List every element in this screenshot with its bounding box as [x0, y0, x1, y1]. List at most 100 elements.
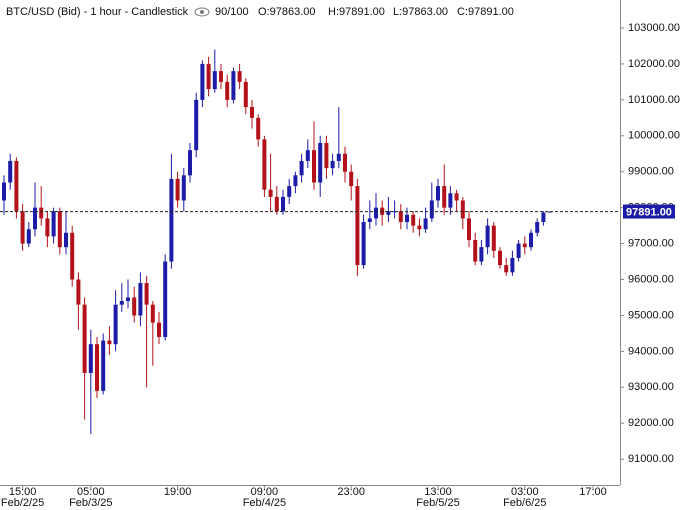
- y-tick-label: 99000.00: [628, 166, 674, 178]
- candle-body: [262, 139, 267, 190]
- candle-body: [51, 211, 56, 237]
- candle-body: [132, 297, 137, 316]
- x-tick-label: 23:00: [337, 486, 365, 498]
- candle-body: [256, 117, 261, 140]
- candle-body: [374, 207, 378, 219]
- y-tick-label: 92000.00: [628, 417, 674, 429]
- candle-body: [225, 81, 230, 100]
- candle-body: [324, 142, 329, 169]
- x-date-label: Feb/4/25: [243, 497, 286, 509]
- candle-body: [349, 171, 354, 187]
- x-date-label: Feb/3/25: [69, 497, 112, 509]
- candle-body: [39, 207, 44, 219]
- candle-body: [287, 186, 292, 197]
- x-tick-label: 03:00: [511, 486, 539, 498]
- candle-body: [454, 193, 459, 201]
- candle-body: [392, 211, 397, 213]
- candle-count: 90/100: [215, 6, 249, 18]
- candle-body: [82, 304, 87, 373]
- candle-body: [212, 71, 217, 90]
- ohlc-close: C:97891.00: [457, 6, 514, 18]
- candle-body: [88, 344, 93, 373]
- candle-body: [460, 200, 465, 219]
- candle-body: [467, 218, 471, 240]
- candle-body: [336, 153, 341, 161]
- candle-body: [219, 71, 223, 82]
- candle-body: [442, 186, 447, 208]
- x-tick-label: 09:00: [251, 486, 279, 498]
- candle-body: [64, 232, 68, 248]
- candle-body: [405, 214, 409, 223]
- y-tick-label: 102000.00: [628, 58, 680, 70]
- y-tick-label: 100000.00: [628, 130, 680, 142]
- candle-body: [45, 218, 50, 237]
- candle-body: [150, 304, 155, 323]
- candle-body: [510, 257, 515, 273]
- candle-body: [237, 71, 242, 82]
- candle-body: [101, 340, 106, 391]
- x-date-label: Feb/6/25: [503, 497, 546, 509]
- last-price-label: 97891.00: [626, 206, 672, 218]
- candle-body: [200, 63, 205, 100]
- y-tick-label: 94000.00: [628, 345, 674, 357]
- candle-body: [479, 247, 484, 262]
- y-tick-label: 101000.00: [628, 94, 680, 106]
- candle-body: [423, 218, 428, 230]
- y-tick-label: 95000.00: [628, 309, 674, 321]
- candle-body: [411, 214, 416, 226]
- candle-body: [330, 160, 335, 169]
- x-tick-label: 19:00: [164, 486, 192, 498]
- candle-body: [473, 239, 478, 262]
- candle-body: [231, 71, 236, 100]
- candle-body: [243, 81, 248, 108]
- candle-body: [163, 261, 168, 337]
- candle-body: [355, 186, 360, 266]
- candle-body: [343, 153, 347, 172]
- eye-outline: [194, 7, 210, 17]
- x-tick-label: 13:00: [424, 486, 452, 498]
- candle-body: [144, 283, 149, 305]
- candle-body: [206, 63, 211, 90]
- candle-body: [76, 279, 81, 305]
- candle-body: [318, 142, 323, 183]
- candle-body: [281, 196, 285, 212]
- candle-body: [361, 222, 366, 266]
- candle-body: [398, 211, 403, 223]
- candle-body: [20, 211, 25, 244]
- x-tick-label: 05:00: [77, 486, 105, 498]
- candle-body: [522, 243, 527, 248]
- x-tick-label: 17:00: [579, 486, 607, 498]
- candle-body: [386, 211, 391, 215]
- candle-body: [535, 222, 540, 233]
- candle-body: [188, 150, 192, 176]
- y-tick-label: 97000.00: [628, 237, 674, 249]
- candle-body: [429, 200, 434, 219]
- candle-body: [107, 340, 112, 345]
- candle-body: [516, 243, 521, 258]
- ohlc-high: H:97891.00: [328, 6, 385, 18]
- candle-body: [157, 322, 161, 337]
- candle-body: [547, 211, 552, 213]
- candle-body: [299, 160, 304, 176]
- candle-body: [33, 207, 37, 230]
- y-tick-label: 103000.00: [628, 22, 680, 34]
- candle-body: [268, 189, 273, 197]
- ohlc-low: L:97863.00: [393, 6, 448, 18]
- candle-body: [8, 160, 13, 183]
- x-date-label: Feb/2/25: [1, 497, 44, 509]
- last-price-box: [623, 204, 675, 219]
- candle-body: [181, 175, 186, 201]
- candle-body: [70, 232, 75, 280]
- candle-body: [312, 150, 316, 183]
- candle-body: [293, 175, 298, 187]
- x-date-label: Feb/5/25: [416, 497, 459, 509]
- candle-body: [113, 304, 118, 345]
- candle-body: [529, 232, 533, 248]
- visibility-icon[interactable]: [194, 7, 210, 17]
- candle-body: [504, 265, 509, 273]
- candle-body: [250, 107, 254, 118]
- candle-body: [2, 182, 6, 201]
- chart-title: BTC/USD (Bid) - 1 hour - Candlestick: [6, 6, 189, 18]
